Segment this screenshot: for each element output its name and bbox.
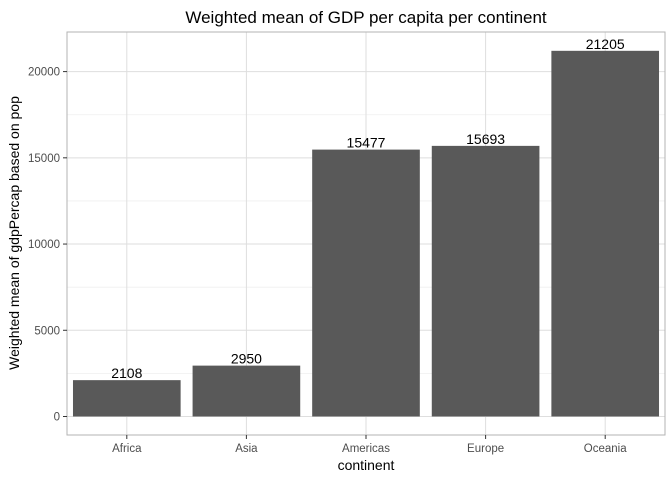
data-label-oceania: 21205	[586, 36, 625, 52]
y-tick-label: 5000	[34, 325, 60, 337]
x-tick-label: Africa	[112, 443, 142, 455]
y-axis-title: Weighted mean of gdpPercap based on pop	[6, 96, 22, 370]
y-axis-ticks: 0 5000 10000 15000 20000	[28, 67, 67, 424]
data-label-americas: 15477	[347, 135, 386, 151]
data-label-asia: 2950	[231, 351, 262, 367]
data-label-africa: 2108	[111, 365, 142, 381]
x-axis-ticks: Africa Asia Americas Europe Oceania	[112, 435, 627, 455]
x-tick-label: Americas	[342, 443, 390, 455]
bar-europe	[431, 145, 540, 417]
bar-asia	[192, 365, 301, 417]
y-tick-label: 20000	[28, 67, 60, 79]
bars	[72, 50, 660, 417]
y-tick-label: 15000	[28, 153, 60, 165]
y-tick-label: 0	[54, 412, 60, 424]
chart-title: Weighted mean of GDP per capita per cont…	[185, 8, 547, 27]
x-tick-label: Oceania	[584, 443, 627, 455]
x-axis-title: continent	[338, 457, 395, 473]
bar-africa	[72, 380, 181, 417]
data-labels: 2108 2950 15477 15693 21205	[111, 36, 625, 381]
x-tick-label: Asia	[235, 443, 258, 455]
data-label-europe: 15693	[466, 131, 505, 147]
bar-oceania	[551, 50, 660, 417]
bar-americas	[312, 149, 420, 417]
y-tick-label: 10000	[28, 239, 60, 251]
x-tick-label: Europe	[467, 443, 504, 455]
